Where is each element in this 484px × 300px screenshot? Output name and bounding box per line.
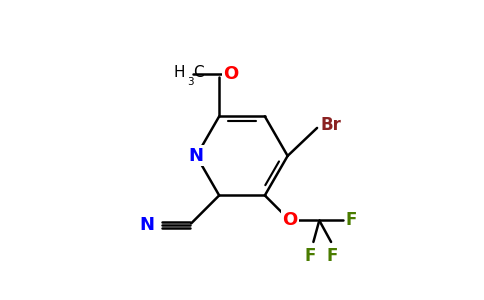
Text: N: N xyxy=(139,216,154,234)
Text: O: O xyxy=(282,212,298,230)
Text: O: O xyxy=(223,65,239,83)
Text: F: F xyxy=(327,247,338,265)
Text: C: C xyxy=(193,65,204,80)
Text: 3: 3 xyxy=(187,77,194,87)
Text: H: H xyxy=(174,65,185,80)
Text: Br: Br xyxy=(320,116,341,134)
Text: N: N xyxy=(189,147,204,165)
Text: F: F xyxy=(345,212,357,230)
Text: F: F xyxy=(305,247,316,265)
